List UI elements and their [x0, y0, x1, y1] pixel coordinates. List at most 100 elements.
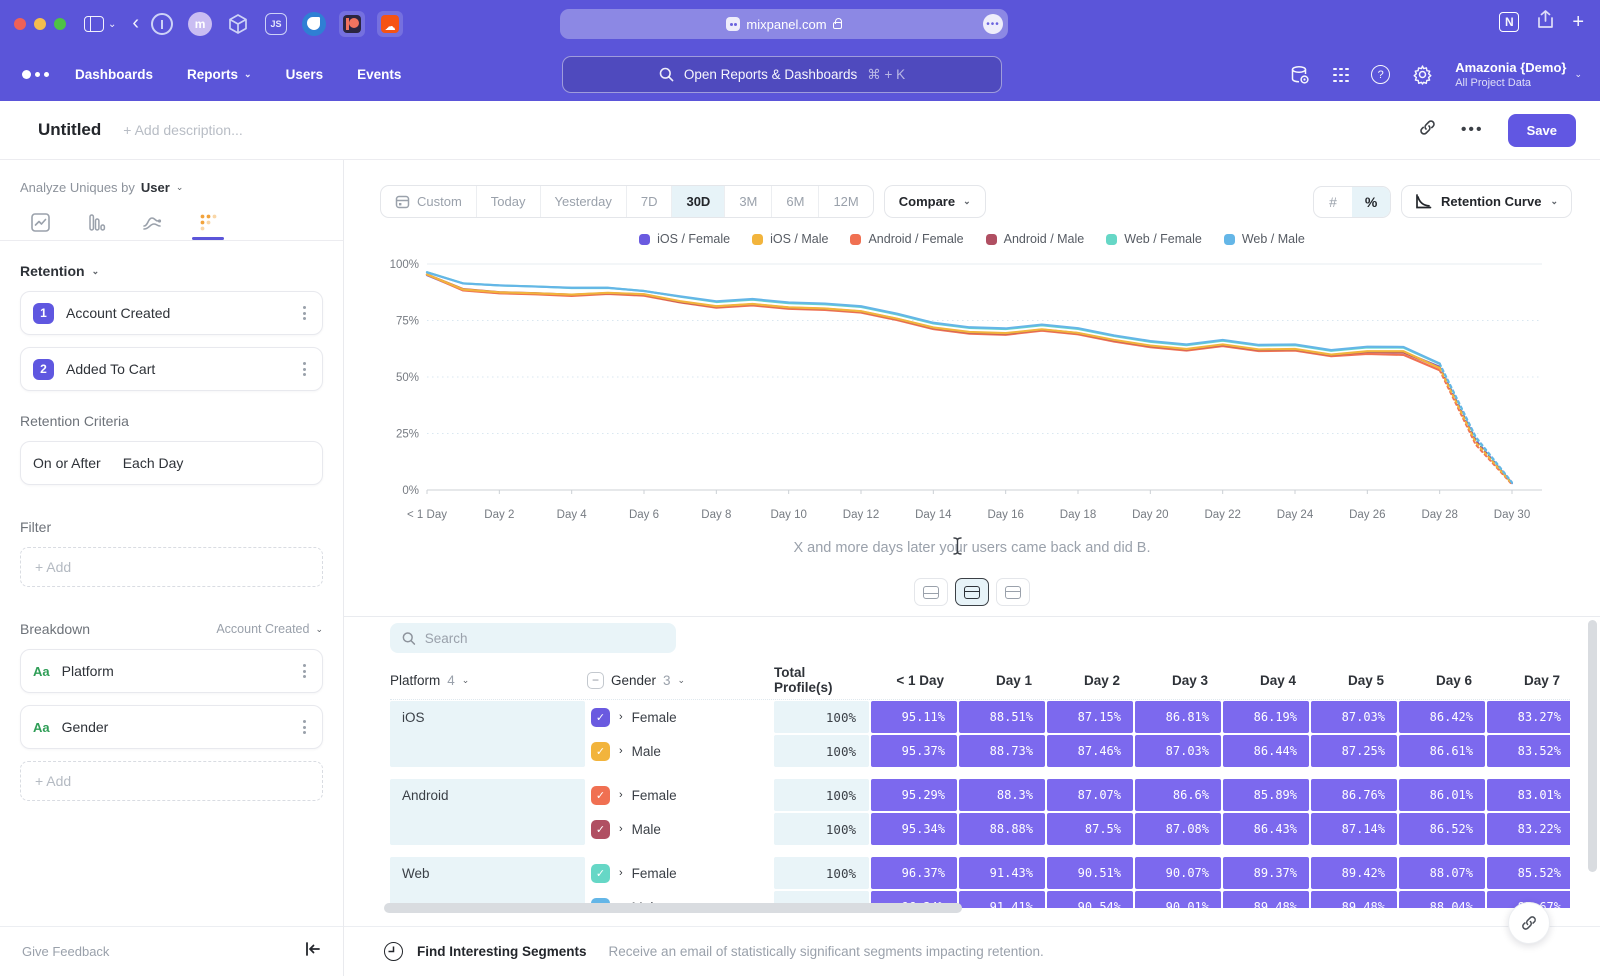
- project-switcher[interactable]: Amazonia {Demo} All Project Data ⌄: [1455, 60, 1582, 88]
- date-range-yesterday[interactable]: Yesterday: [541, 186, 627, 217]
- series-checkbox[interactable]: ✓: [591, 863, 610, 883]
- expand-chevron-icon[interactable]: ›: [619, 867, 623, 879]
- expand-chevron-icon[interactable]: ›: [619, 789, 623, 801]
- copy-link-icon[interactable]: [1418, 118, 1437, 142]
- retention-criteria-card[interactable]: On or After Each Day: [20, 441, 323, 485]
- select-all-checkbox[interactable]: −: [587, 671, 604, 689]
- close-window-button[interactable]: [14, 18, 26, 30]
- table-search-input[interactable]: [424, 630, 664, 646]
- legend-item[interactable]: Web / Male: [1223, 232, 1305, 246]
- legend-item[interactable]: Android / Male: [985, 232, 1084, 246]
- layout-table-only-button[interactable]: [996, 578, 1030, 606]
- tab-retention[interactable]: [192, 213, 224, 240]
- day-column-header[interactable]: Day 1: [995, 672, 1032, 688]
- m-avatar-icon[interactable]: m: [187, 11, 213, 37]
- breakdown-event-selector[interactable]: Account Created ⌄: [216, 622, 323, 636]
- step-card-added-to-cart[interactable]: 2 Added To Cart: [20, 347, 323, 391]
- apps-grid-icon[interactable]: [1333, 67, 1350, 83]
- report-title[interactable]: Untitled: [38, 120, 102, 139]
- share-icon[interactable]: [1537, 10, 1554, 34]
- vertical-scrollbar[interactable]: [1588, 620, 1597, 872]
- tab-funnels[interactable]: [82, 213, 110, 240]
- kebab-menu-icon[interactable]: [299, 302, 310, 324]
- expand-chevron-icon[interactable]: ›: [619, 823, 623, 835]
- sidebar-toggle-icon[interactable]: ⌄: [84, 16, 116, 32]
- onepassword-icon[interactable]: [149, 11, 175, 37]
- date-range-6m[interactable]: 6M: [772, 186, 820, 217]
- segments-title[interactable]: Find Interesting Segments: [417, 944, 587, 959]
- site-options-icon[interactable]: •••: [983, 14, 1003, 34]
- day-column-header[interactable]: Day 4: [1259, 672, 1296, 688]
- patreon-icon[interactable]: [339, 11, 366, 37]
- percent-mode-button[interactable]: %: [1352, 186, 1391, 217]
- day-column-header[interactable]: Day 2: [1083, 672, 1120, 688]
- horizontal-scrollbar[interactable]: [384, 903, 962, 913]
- window-controls[interactable]: [14, 18, 66, 30]
- series-checkbox[interactable]: ✓: [591, 741, 610, 761]
- date-range-custom[interactable]: Custom: [381, 186, 477, 217]
- kebab-menu-icon[interactable]: [299, 660, 310, 682]
- share-link-button[interactable]: [1508, 902, 1550, 944]
- criteria-value-2[interactable]: Each Day: [122, 455, 184, 471]
- nav-item-reports[interactable]: Reports ⌄: [187, 67, 252, 82]
- analyze-value[interactable]: User: [140, 180, 170, 195]
- retention-chart[interactable]: 0% 25% 50% 75% 100% < 1 Day Day 2 Day 4 Day 6 Day…: [380, 254, 1566, 526]
- collapse-sidebar-icon[interactable]: [305, 942, 321, 961]
- kebab-menu-icon[interactable]: [299, 716, 310, 738]
- kebab-menu-icon[interactable]: [299, 358, 310, 380]
- gender-column-header[interactable]: − Gender 3 ⌄: [587, 665, 772, 695]
- legend-item[interactable]: Android / Female: [850, 232, 964, 246]
- day-column-header[interactable]: Day 5: [1347, 672, 1384, 688]
- date-range-7d[interactable]: 7D: [627, 186, 673, 217]
- platform-column-header[interactable]: Platform 4 ⌄: [390, 672, 470, 688]
- data-management-icon[interactable]: [1289, 64, 1311, 86]
- tab-insights[interactable]: [26, 213, 54, 240]
- day-column-header[interactable]: < 1 Day: [896, 672, 944, 688]
- browser-extensions[interactable]: m JS ☁: [149, 11, 404, 37]
- maximize-window-button[interactable]: [54, 18, 66, 30]
- retention-section-label[interactable]: Retention: [20, 263, 85, 279]
- day-column-header[interactable]: Day 7: [1523, 672, 1560, 688]
- new-tab-icon[interactable]: +: [1572, 10, 1584, 33]
- day-column-header[interactable]: Day 3: [1171, 672, 1208, 688]
- breakdown-card-gender[interactable]: Aa Gender: [20, 705, 323, 749]
- chart-type-button[interactable]: Retention Curve ⌄: [1401, 185, 1572, 218]
- add-filter-button[interactable]: + Add: [20, 547, 323, 587]
- cube-icon[interactable]: [225, 11, 251, 37]
- step-card-account-created[interactable]: 1 Account Created: [20, 291, 323, 335]
- layout-split-button[interactable]: [955, 578, 989, 606]
- soundcloud-icon[interactable]: ☁: [377, 11, 404, 37]
- tab-flows[interactable]: [138, 213, 166, 240]
- compare-button[interactable]: Compare ⌄: [883, 185, 986, 218]
- series-checkbox[interactable]: ✓: [591, 707, 610, 727]
- nav-item-users[interactable]: Users: [285, 67, 324, 82]
- total-column-header[interactable]: Total Profile(s): [774, 665, 833, 695]
- date-range-today[interactable]: Today: [477, 186, 541, 217]
- save-button[interactable]: Save: [1507, 113, 1576, 147]
- notion-icon[interactable]: N: [1499, 12, 1520, 32]
- settings-gear-icon[interactable]: [1412, 64, 1433, 85]
- bird-icon[interactable]: [301, 11, 327, 37]
- more-options-icon[interactable]: •••: [1460, 121, 1484, 138]
- global-search[interactable]: Open Reports & Dashboards ⌘ + K: [562, 56, 1002, 93]
- absolute-mode-button[interactable]: #: [1329, 193, 1337, 210]
- date-range-12m[interactable]: 12M: [833, 194, 859, 209]
- give-feedback-link[interactable]: Give Feedback: [22, 944, 110, 959]
- date-range-30d[interactable]: 30D: [672, 186, 726, 217]
- js-icon[interactable]: JS: [263, 11, 289, 37]
- legend-item[interactable]: iOS / Male: [752, 232, 828, 246]
- minimize-window-button[interactable]: [34, 18, 46, 30]
- criteria-value-1[interactable]: On or After: [33, 455, 101, 471]
- help-icon[interactable]: ?: [1371, 65, 1391, 84]
- add-breakdown-button[interactable]: + Add: [20, 761, 323, 801]
- date-range-3m[interactable]: 3M: [725, 186, 773, 217]
- legend-item[interactable]: iOS / Female: [639, 232, 730, 246]
- add-description[interactable]: + Add description...: [123, 122, 243, 138]
- legend-item[interactable]: Web / Female: [1106, 232, 1202, 246]
- back-icon[interactable]: ‹: [132, 11, 140, 34]
- nav-item-dashboards[interactable]: Dashboards: [75, 67, 154, 82]
- series-checkbox[interactable]: ✓: [591, 819, 610, 839]
- expand-chevron-icon[interactable]: ›: [619, 745, 623, 757]
- expand-chevron-icon[interactable]: ›: [619, 711, 623, 723]
- table-search[interactable]: [390, 623, 676, 653]
